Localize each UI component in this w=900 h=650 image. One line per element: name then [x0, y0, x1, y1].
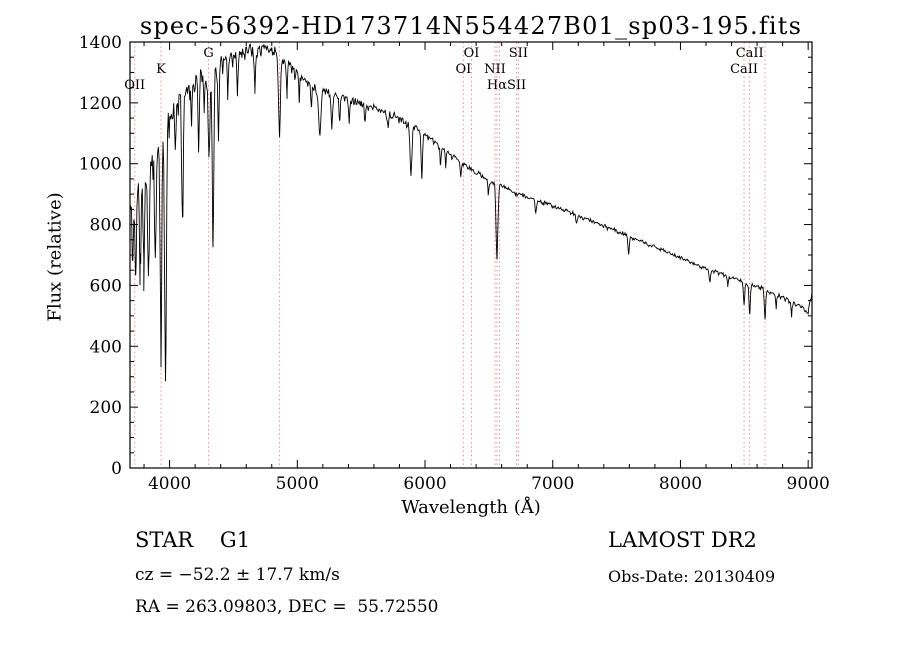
survey-label: LAMOST DR2 [608, 528, 757, 552]
x-axis-tick-label: 5000 [276, 474, 319, 494]
y-axis-tick-label: 800 [90, 216, 122, 236]
y-axis-tick-label: 200 [90, 398, 122, 418]
coordinates-label: RA = 263.09803, DEC = 55.72550 [135, 597, 439, 617]
x-axis-tick-label: 9000 [787, 474, 830, 494]
x-axis-tick-label: 6000 [403, 474, 446, 494]
obs-date-label: Obs-Date: 20130409 [608, 567, 776, 586]
spectral-line-label: OI [455, 62, 471, 77]
spectrum-trace [130, 43, 812, 382]
plot-title: spec-56392-HD173714N554427B01_sp03-195.f… [139, 12, 803, 40]
spectral-line-label: SII [509, 46, 528, 61]
y-axis-tick-label: 1200 [79, 94, 122, 114]
spectral-line-label: NII [484, 62, 506, 77]
spectral-line-label: K [156, 62, 166, 77]
spectral-line-label: OII [124, 78, 145, 93]
spectral-line-label: CaII [736, 46, 764, 61]
spectral-line-label: SII [507, 78, 526, 93]
y-axis-tick-label: 600 [90, 276, 122, 296]
x-axis-tick-label: 8000 [659, 474, 702, 494]
y-axis-tick-label: 0 [111, 459, 122, 479]
x-axis-tick-label: 4000 [148, 474, 191, 494]
spectral-line-label: CaII [730, 62, 758, 77]
spectral-line-label: Hα [487, 78, 507, 93]
y-axis-label: Flux (relative) [44, 192, 66, 322]
spectral-line-label: G [203, 46, 213, 61]
plot-frame [129, 41, 813, 469]
spectral-line-label: OI [464, 46, 480, 61]
x-axis-label: Wavelength (Å) [401, 497, 541, 518]
object-class-label: STAR G1 [135, 528, 251, 552]
y-axis-tick-label: 400 [90, 337, 122, 357]
y-axis-tick-label: 1400 [79, 33, 122, 53]
radial-velocity-label: cz = −52.2 ± 17.7 km/s [135, 565, 340, 585]
y-axis-tick-label: 1000 [79, 155, 122, 175]
x-axis-tick-label: 7000 [531, 474, 574, 494]
